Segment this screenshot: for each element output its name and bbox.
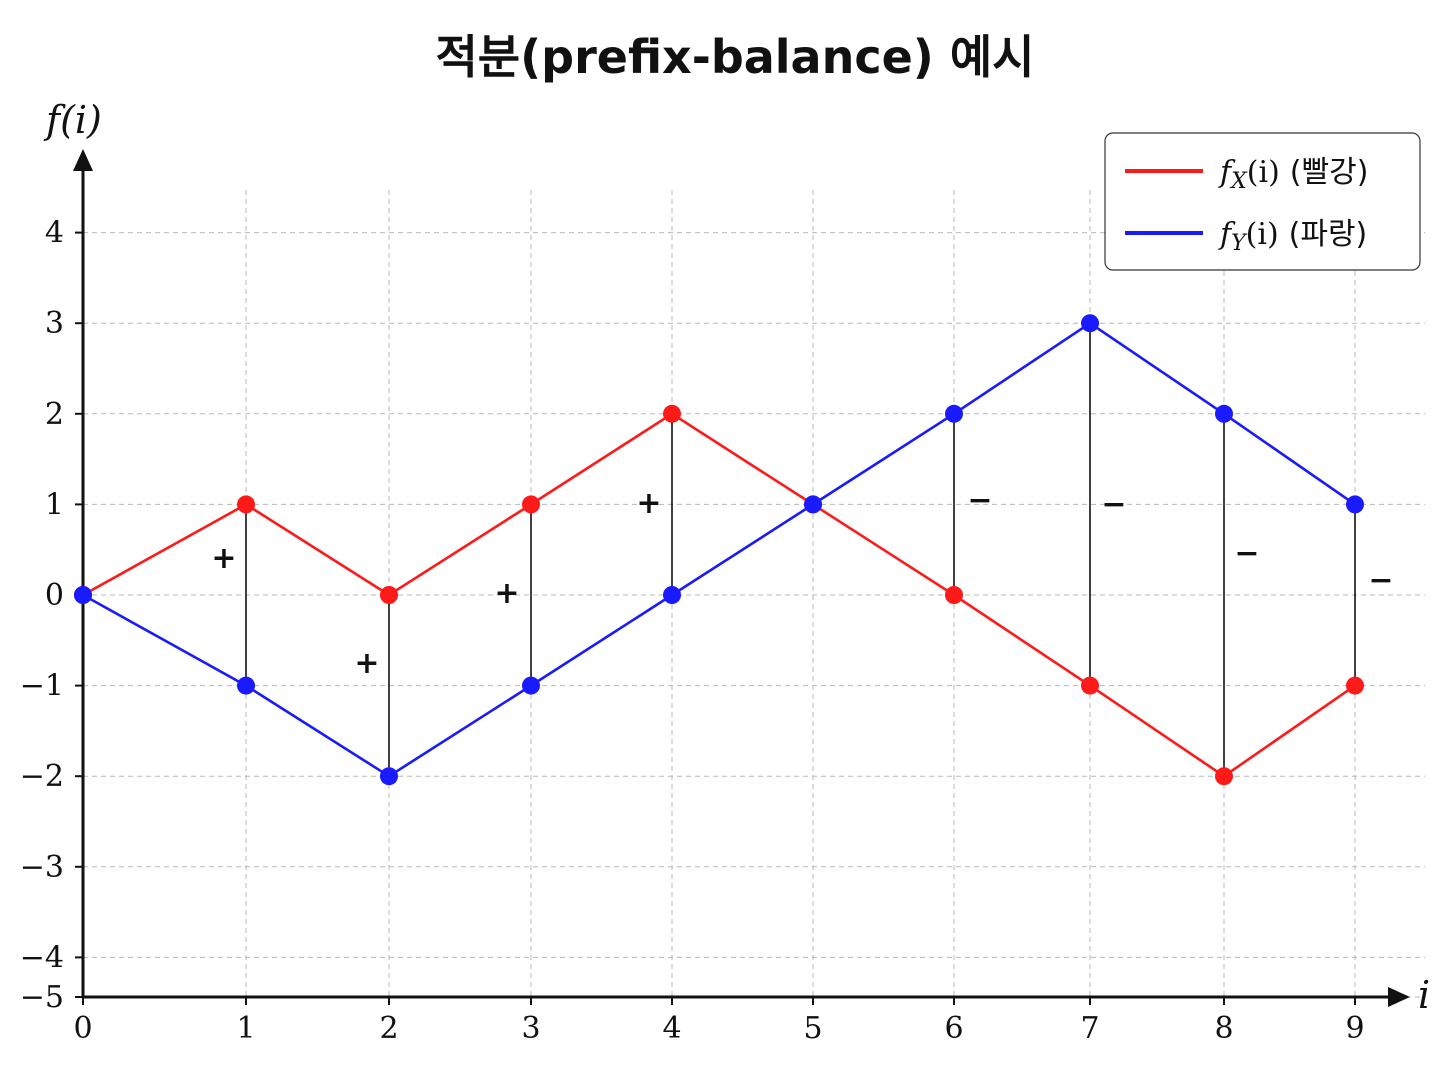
y-tick-label--5: −5 <box>20 980 64 1015</box>
point-fy-9 <box>1346 495 1364 514</box>
x-tick-label-8: 8 <box>1214 1011 1233 1046</box>
difference-lines <box>245 323 1356 777</box>
series-line-fx <box>82 412 1356 778</box>
sign-annotation-4: + <box>636 486 661 521</box>
point-fy-3 <box>522 676 540 695</box>
point-fx-7 <box>1081 676 1099 695</box>
x-axis-arrow-icon <box>1388 987 1410 1007</box>
y-tick-label--3: −3 <box>20 850 64 885</box>
tick-labels: 0 1 2 3 4 5 6 7 8 9 −5 −4 −3 −2 −1 0 1 2 3 4 <box>20 216 1365 1046</box>
legend-box <box>1104 132 1421 271</box>
x-tick-label-2: 2 <box>379 1011 398 1046</box>
legend-args-fx: (i) <box>1247 155 1280 190</box>
sign-annotation-2: + <box>354 646 379 681</box>
sign-annotation-7: − <box>1101 487 1126 522</box>
axes: i f(i) <box>43 98 1430 1017</box>
sign-annotation-8: − <box>1234 536 1259 571</box>
y-tick-label--2: −2 <box>20 759 64 794</box>
point-fy-7 <box>1081 314 1099 333</box>
legend-args-fy: (i) <box>1246 217 1279 252</box>
x-tick-label-4: 4 <box>662 1011 681 1046</box>
point-fx-9 <box>1346 676 1364 695</box>
x-tick-label-6: 6 <box>944 1011 963 1046</box>
point-fx-1 <box>237 495 255 514</box>
y-axis-arrow-icon <box>73 149 93 171</box>
y-tick-label--1: −1 <box>20 669 64 704</box>
x-tick-label-9: 9 <box>1345 1011 1364 1046</box>
grid <box>83 190 1425 998</box>
x-tick-label-1: 1 <box>236 1011 255 1046</box>
x-tick-label-0: 0 <box>73 1011 92 1046</box>
point-fy-5 <box>804 495 822 514</box>
y-tick-label--4: −4 <box>20 940 64 975</box>
series-line-fy <box>82 321 1356 778</box>
point-fx-6 <box>945 586 963 604</box>
legend-label-fx: fX(i) (빨강) <box>1218 155 1368 194</box>
legend-note-fx: (빨강) <box>1290 155 1369 190</box>
chart-title: 적분(prefix-balance) 예시 <box>435 30 1034 84</box>
sign-annotation-1: + <box>211 541 236 576</box>
sign-annotation-9: − <box>1368 563 1393 598</box>
point-fx-8 <box>1215 767 1233 786</box>
x-axis-label: i <box>1418 973 1430 1017</box>
legend-note-fy: (파랑) <box>1289 217 1368 252</box>
point-fy-4 <box>663 586 681 604</box>
point-fx-2 <box>380 586 398 604</box>
y-tick-label-4: 4 <box>45 216 64 251</box>
y-tick-label-3: 3 <box>45 306 64 341</box>
point-fx-4 <box>663 404 681 423</box>
y-tick-label-0: 0 <box>45 578 64 613</box>
y-tick-label-2: 2 <box>45 397 64 432</box>
y-axis-label: f(i) <box>43 98 102 142</box>
point-fy-0 <box>74 586 92 604</box>
legend-entry-fx: fX(i) (빨강) <box>1125 155 1368 194</box>
point-fy-8 <box>1215 404 1233 423</box>
series <box>74 314 1364 786</box>
legend: fX(i) (빨강) fY(i) (파랑) <box>1104 132 1421 271</box>
point-fy-1 <box>237 676 255 695</box>
x-tick-label-5: 5 <box>803 1011 822 1046</box>
x-tick-label-7: 7 <box>1080 1011 1099 1046</box>
legend-label-fy: fY(i) (파랑) <box>1218 217 1367 256</box>
y-tick-label-1: 1 <box>45 487 64 522</box>
legend-sub-fx: X <box>1229 169 1248 194</box>
legend-sub-fy: Y <box>1231 231 1248 256</box>
x-tick-label-3: 3 <box>521 1011 540 1046</box>
legend-entry-fy: fY(i) (파랑) <box>1125 217 1367 256</box>
point-fy-6 <box>945 404 963 423</box>
sign-annotation-6: − <box>967 483 992 518</box>
sign-annotation-3: + <box>494 576 519 611</box>
point-fx-3 <box>522 495 540 514</box>
point-fy-2 <box>380 767 398 786</box>
sign-annotations: + + + + − − − − <box>211 483 1393 681</box>
